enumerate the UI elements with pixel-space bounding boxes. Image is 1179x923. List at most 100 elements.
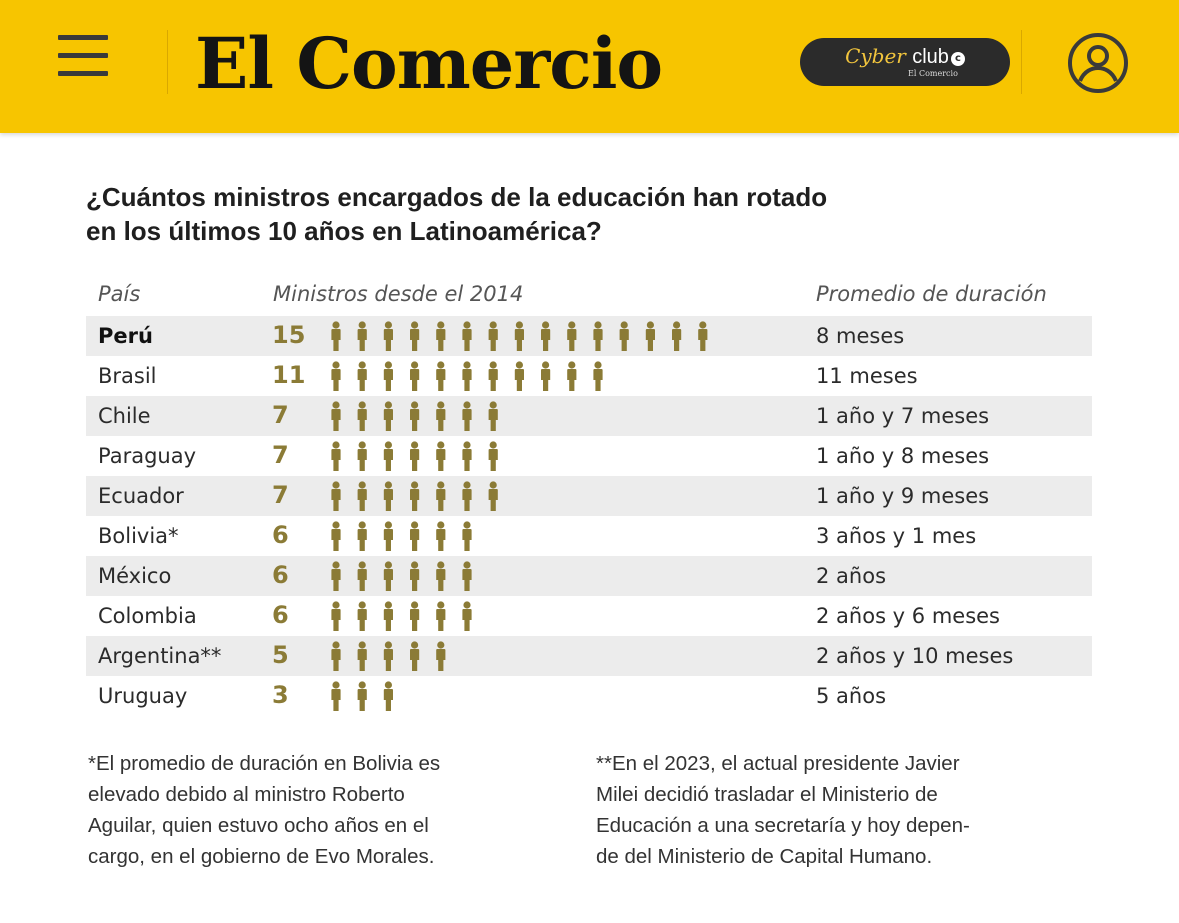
country-label: Brasil [98, 364, 157, 388]
hamburger-menu-icon[interactable] [58, 33, 110, 79]
person-icon [436, 321, 446, 351]
average-duration-label: 1 año y 9 meses [816, 484, 990, 508]
minister-count-label: 7 [272, 481, 289, 509]
person-icon [331, 601, 341, 631]
cyber-club-button[interactable]: Cyber club c El Comercio [800, 38, 1010, 86]
minister-figures [331, 601, 472, 631]
person-icon [383, 321, 393, 351]
person-icon [331, 521, 341, 551]
person-icon [357, 441, 367, 471]
header-divider [167, 30, 168, 94]
person-icon [357, 361, 367, 391]
minister-figures [331, 441, 498, 471]
column-header-country: País [98, 282, 141, 306]
average-duration-label: 2 años y 10 meses [816, 644, 1014, 668]
person-icon [357, 321, 367, 351]
club-word: club [912, 46, 949, 68]
table-row: Bolivia* 6 3 años y 1 mes [86, 516, 1092, 556]
person-icon [357, 601, 367, 631]
table-row: Ecuador 7 1 año y 9 meses [86, 476, 1092, 516]
person-icon [462, 321, 472, 351]
header-divider [1021, 30, 1022, 94]
person-icon [436, 601, 446, 631]
person-icon [593, 361, 603, 391]
average-duration-label: 3 años y 1 mes [816, 524, 977, 548]
person-icon [357, 681, 367, 711]
person-icon [357, 641, 367, 671]
minister-figures [331, 521, 472, 551]
average-duration-label: 8 meses [816, 324, 905, 348]
minister-count-label: 6 [272, 521, 289, 549]
footnote-line: *El promedio de duración en Bolivia es [88, 752, 441, 775]
person-icon [541, 321, 551, 351]
menu-line [58, 71, 108, 76]
person-icon [383, 601, 393, 631]
person-icon [357, 561, 367, 591]
footnote-line: Milei decidió trasladar el Ministerio de [596, 783, 938, 806]
person-icon [331, 441, 341, 471]
table-row: Chile 7 1 año y 7 meses [86, 396, 1092, 436]
person-icon [488, 481, 498, 511]
person-icon [698, 321, 708, 351]
person-icon [383, 401, 393, 431]
person-icon [462, 601, 472, 631]
average-duration-label: 11 meses [816, 364, 918, 388]
average-duration-label: 5 años [816, 684, 887, 708]
minister-count-label: 7 [272, 441, 289, 469]
footnote-line: Educación a una secretaría y hoy depen- [596, 814, 970, 837]
country-label: Colombia [98, 604, 197, 628]
person-icon [383, 561, 393, 591]
person-icon [436, 521, 446, 551]
minister-figures [331, 641, 446, 671]
person-icon [514, 361, 524, 391]
minister-count-label: 3 [272, 681, 289, 709]
person-icon [410, 601, 420, 631]
person-icon [488, 361, 498, 391]
minister-figures [331, 361, 603, 391]
person-icon [331, 401, 341, 431]
user-account-icon[interactable] [1066, 31, 1130, 95]
country-label: Ecuador [98, 484, 184, 508]
person-icon [331, 361, 341, 391]
table-row: Paraguay 7 1 año y 8 meses [86, 436, 1092, 476]
person-icon [436, 401, 446, 431]
person-icon [383, 641, 393, 671]
chart-title: ¿Cuántos ministros encargados de la educ… [86, 180, 986, 248]
footnote-line: de del Ministerio de Capital Humano. [596, 845, 933, 868]
minister-count-label: 7 [272, 401, 289, 429]
cyber-word: Cyber [845, 44, 906, 68]
average-duration-label: 2 años [816, 564, 887, 588]
person-icon [383, 361, 393, 391]
person-icon [462, 401, 472, 431]
person-icon [645, 321, 655, 351]
footnote-line: elevado debido al ministro Roberto [88, 783, 405, 806]
person-icon [410, 321, 420, 351]
country-label: Paraguay [98, 444, 197, 468]
person-icon [462, 441, 472, 471]
cyber-club-dot-icon: c [950, 52, 965, 66]
table-row: Uruguay 3 5 años [86, 676, 1092, 716]
person-icon [331, 641, 341, 671]
table-row: Perú 15 8 meses [86, 316, 1092, 356]
table-row: Argentina** 5 2 años y 10 meses [86, 636, 1092, 676]
person-icon [488, 441, 498, 471]
person-icon [331, 321, 341, 351]
country-label: Argentina** [98, 644, 222, 668]
person-icon [331, 481, 341, 511]
chart-title-line: en los últimos 10 años en Latinoamérica? [86, 216, 602, 246]
person-icon [567, 321, 577, 351]
table-row: México 6 2 años [86, 556, 1092, 596]
table-row: Colombia 6 2 años y 6 meses [86, 596, 1092, 636]
cyber-club-sublabel: El Comercio [908, 69, 958, 78]
minister-figures [331, 681, 393, 711]
country-label: Uruguay [98, 684, 188, 708]
person-icon [672, 321, 682, 351]
minister-figures [331, 561, 472, 591]
site-logo[interactable]: El Comercio [195, 22, 663, 105]
person-icon [410, 441, 420, 471]
footnote-bolivia: *El promedio de duración en Bolivia es e… [88, 748, 440, 872]
person-icon [436, 641, 446, 671]
person-icon [383, 521, 393, 551]
person-icon [410, 561, 420, 591]
person-icon [514, 321, 524, 351]
